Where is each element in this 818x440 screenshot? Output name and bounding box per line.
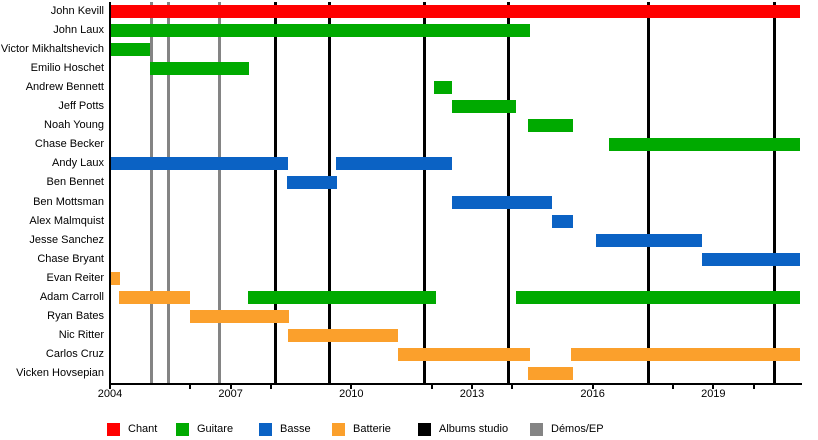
legend-label: Guitare	[197, 423, 234, 435]
legend-label: Démos/EP	[551, 423, 604, 435]
axis-tick	[672, 385, 675, 389]
albums-studio-line	[274, 2, 278, 383]
timeline-bar	[110, 5, 800, 19]
legend-swatch	[332, 422, 345, 436]
axis-tick	[470, 385, 473, 389]
timeline-bar	[397, 347, 531, 361]
member-label: Evan Reiter	[46, 271, 104, 284]
axis-tick	[229, 385, 232, 389]
timeline-bar	[190, 309, 289, 323]
legend-item-albums-studio: Albums studio	[418, 421, 508, 437]
demos-ep-line	[218, 2, 222, 383]
axis-tick	[591, 385, 594, 389]
timeline-bar	[110, 271, 121, 285]
timeline-bar	[451, 195, 553, 209]
timeline-bar	[287, 328, 398, 342]
member-label: Andrew Bennett	[25, 81, 104, 94]
member-label: Vicken Hovsepian	[16, 366, 104, 379]
legend: Chant Guitare Basse Batterie Albums studio Dé…	[0, 421, 818, 440]
axis-year-label: 2010	[339, 388, 364, 400]
legend-swatch	[176, 422, 189, 436]
legend-swatch	[259, 422, 272, 436]
timeline-bar	[336, 157, 452, 171]
albums-studio-line	[647, 2, 651, 383]
legend-item-d-mos-ep: Démos/EP	[530, 421, 604, 437]
axis-year-label: 2013	[459, 388, 485, 400]
plot-area	[110, 2, 801, 383]
axis-year-label: 2019	[701, 388, 726, 400]
timeline-bar	[110, 43, 151, 57]
member-label: Ben Bennet	[46, 176, 105, 189]
timeline-bar	[451, 100, 517, 114]
albums-studio-line	[772, 2, 776, 383]
timeline-bar	[150, 62, 249, 76]
axis-tick	[269, 385, 272, 389]
member-label: Victor Mikhaltshevich	[0, 43, 104, 56]
axis-tick	[189, 385, 192, 389]
albums-studio-line	[507, 2, 511, 383]
timeline-bar	[595, 233, 703, 247]
member-label: Ryan Bates	[47, 309, 104, 322]
timeline-bar	[110, 24, 531, 38]
legend-label: Basse	[280, 423, 311, 435]
legend-item-guitare: Guitare	[176, 421, 233, 437]
timeline-bar	[570, 347, 800, 361]
albums-studio-line	[423, 2, 427, 383]
demos-ep-line	[149, 2, 153, 383]
legend-label: Chant	[128, 423, 158, 435]
axis-tick	[511, 385, 514, 389]
member-label: Ben Mottsman	[33, 195, 104, 208]
member-label: Jeff Potts	[58, 100, 104, 113]
axis-tick	[752, 385, 755, 389]
timeline-bar	[247, 290, 436, 304]
member-label: Noah Young	[44, 119, 104, 132]
timeline-bar	[528, 366, 573, 380]
member-label: John Kevill	[50, 5, 104, 17]
member-label: Alex Malmquist	[29, 214, 104, 227]
member-label: Jesse Sanchez	[29, 233, 104, 246]
axis-tick	[430, 385, 433, 389]
timeline-bar	[286, 176, 338, 190]
axis-tick	[712, 385, 715, 389]
y-axis-line	[109, 2, 111, 385]
axis-tick	[350, 385, 353, 389]
legend-swatch	[418, 422, 431, 436]
member-label: John Laux	[53, 24, 104, 37]
legend-swatch	[107, 422, 120, 436]
legend-label: Batterie	[353, 423, 391, 435]
albums-studio-line	[327, 2, 331, 383]
legend-item-batterie: Batterie	[332, 421, 391, 437]
timeline-bar	[118, 290, 191, 304]
axis-tick	[109, 385, 111, 389]
timeline-bar	[702, 252, 800, 266]
x-axis-line	[109, 383, 802, 385]
member-label: Chase Becker	[34, 138, 104, 151]
axis-year-label: 2016	[580, 388, 605, 400]
timeline-bar	[608, 138, 800, 152]
legend-swatch	[530, 422, 543, 436]
timeline-bar	[433, 81, 452, 95]
member-label: Chase Bryant	[37, 252, 104, 265]
member-label: Adam Carroll	[39, 290, 104, 303]
timeline-bar	[552, 214, 574, 228]
member-label: Andy Laux	[52, 157, 104, 170]
legend-label: Albums studio	[439, 423, 509, 435]
axis-year-label: 2007	[218, 388, 243, 400]
timeline-bar	[110, 157, 288, 171]
legend-item-chant: Chant	[107, 421, 157, 437]
timeline-bar	[528, 119, 573, 133]
member-label: Nic Ritter	[58, 328, 104, 341]
member-label: Carlos Cruz	[45, 347, 104, 360]
timeline-bar	[516, 290, 800, 304]
axis-year-label: 2004	[97, 388, 123, 400]
demos-ep-line	[166, 2, 170, 383]
legend-item-basse: Basse	[259, 421, 311, 437]
member-label: Emilio Hoschet	[30, 62, 104, 75]
